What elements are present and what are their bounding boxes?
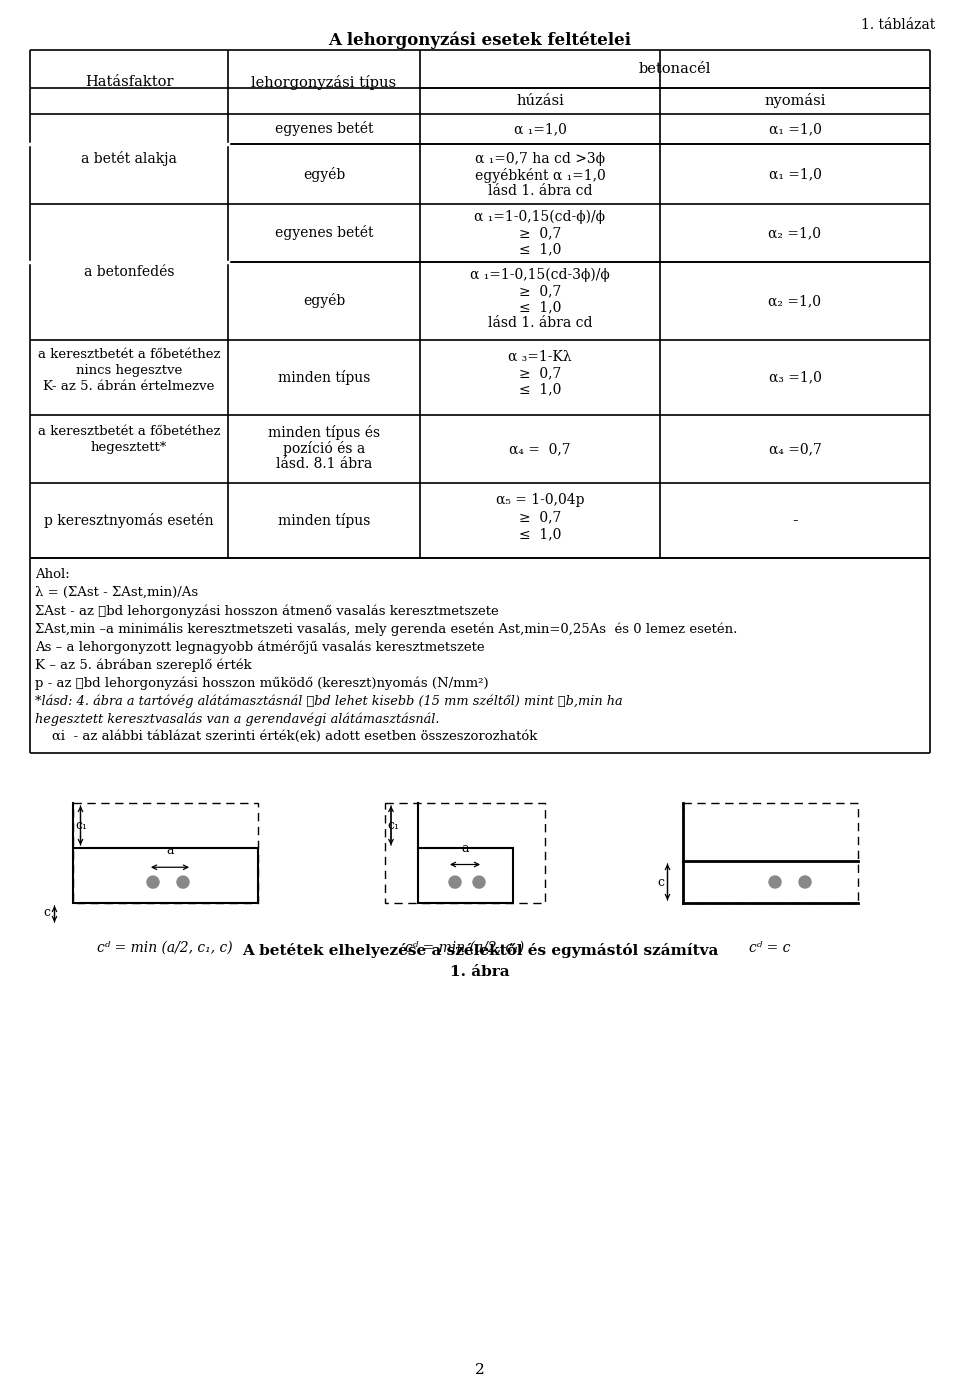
Text: lehorgonyzási típus: lehorgonyzási típus [252,74,396,89]
Text: A betétek elhelyezése a szélektől és egymástól számítva: A betétek elhelyezése a szélektől és egy… [242,944,718,958]
Text: hegesztett*: hegesztett* [91,441,167,454]
Text: Ahol:: Ahol: [35,568,70,581]
Text: c₁: c₁ [387,819,399,832]
Text: a: a [461,842,468,854]
Text: 1. ábra: 1. ábra [450,965,510,979]
Text: ≥  0,7: ≥ 0,7 [518,226,562,240]
Text: ≤  1,0: ≤ 1,0 [518,383,562,396]
Bar [73,803,257,903]
Text: 1. táblázat: 1. táblázat [861,18,935,32]
Text: minden típus: minden típus [277,370,371,385]
Text: α ₁=1-0,15(cd-3ϕ)/ϕ: α ₁=1-0,15(cd-3ϕ)/ϕ [470,268,610,282]
Text: λ = (ΣAst - ΣAst,min)/As: λ = (ΣAst - ΣAst,min)/As [35,586,198,599]
Text: betonacél: betonacél [638,61,711,75]
Bar [683,803,857,903]
Text: ≤  1,0: ≤ 1,0 [518,528,562,542]
Text: α ₁=1-0,15(cd-ϕ)/ϕ: α ₁=1-0,15(cd-ϕ)/ϕ [474,209,606,225]
Text: c₁: c₁ [76,819,87,832]
Text: ≥  0,7: ≥ 0,7 [518,510,562,524]
Text: *lásd: 4. ábra a tartóvég alátámasztásnál ℓbd lehet kisebb (15 mm széltől) mint : *lásd: 4. ábra a tartóvég alátámasztásná… [35,694,623,708]
Text: -: - [792,512,798,529]
Text: lásd 1. ábra cd: lásd 1. ábra cd [488,315,592,329]
Text: a betét alakja: a betét alakja [81,152,177,166]
Text: lásd 1. ábra cd: lásd 1. ábra cd [488,184,592,198]
Text: cᵈ = min (a/2, c₁, c): cᵈ = min (a/2, c₁, c) [97,941,233,955]
Text: α₃ =1,0: α₃ =1,0 [769,370,822,384]
Text: egyébként α ₁=1,0: egyébként α ₁=1,0 [474,168,606,183]
Text: ≥  0,7: ≥ 0,7 [518,283,562,297]
Bar [73,847,257,903]
Text: α₄ =  0,7: α₄ = 0,7 [509,443,571,456]
Text: αi  - az alábbi táblázat szerinti érték(ek) adott esetben összeszorozhatók: αi - az alábbi táblázat szerinti érték(e… [35,730,538,743]
Text: nincs hegesztve: nincs hegesztve [76,364,182,377]
Text: a: a [166,845,174,857]
Text: a keresztbetét a főbetéthez: a keresztbetét a főbetéthez [37,348,220,362]
Text: α₁ =1,0: α₁ =1,0 [769,121,822,135]
Text: hegesztett keresztvasalás van a gerendavégi alátámasztásnál.: hegesztett keresztvasalás van a gerendav… [35,712,440,726]
Text: α ₃=1-Kλ: α ₃=1-Kλ [508,350,572,364]
Text: α ₁=0,7 ha cd >3ϕ: α ₁=0,7 ha cd >3ϕ [475,152,605,166]
Text: ≤  1,0: ≤ 1,0 [518,300,562,314]
Circle shape [769,877,781,888]
Text: c: c [658,875,664,888]
Text: ≥  0,7: ≥ 0,7 [518,366,562,380]
Text: α ₁=1,0: α ₁=1,0 [514,121,566,135]
Text: egyenes betét: egyenes betét [275,121,373,137]
Text: α₂ =1,0: α₂ =1,0 [769,226,822,240]
Text: As – a lehorgonyzott legnagyobb átmérőjű vasalás keresztmetszete: As – a lehorgonyzott legnagyobb átmérőjű… [35,639,485,653]
Bar [418,847,513,903]
Text: p keresztnyomás esetén: p keresztnyomás esetén [44,512,214,528]
Text: ΣAst - az ℓbd lehorgonyzási hosszon átmenő vasalás keresztmetszete: ΣAst - az ℓbd lehorgonyzási hosszon átme… [35,604,499,617]
Text: p - az ℓbd lehorgonyzási hosszon működő (kereszt)nyomás (N/mm²): p - az ℓbd lehorgonyzási hosszon működő … [35,676,489,690]
Text: minden típus: minden típus [277,512,371,528]
Text: K – az 5. ábrában szereplő érték: K – az 5. ábrában szereplő érték [35,658,252,671]
Text: K- az 5. ábrán értelmezve: K- az 5. ábrán értelmezve [43,380,215,394]
Text: ΣAst,min –a minimális keresztmetszeti vasalás, mely gerenda esetén Ast,min=0,25A: ΣAst,min –a minimális keresztmetszeti va… [35,623,737,635]
Text: a keresztbetét a főbetéthez: a keresztbetét a főbetéthez [37,424,220,438]
Text: ≤  1,0: ≤ 1,0 [518,242,562,255]
Text: α₄ =0,7: α₄ =0,7 [769,443,822,456]
Text: a betonfedés: a betonfedés [84,265,175,279]
Circle shape [449,877,461,888]
Text: Hatásfaktor: Hatásfaktor [84,75,173,89]
Text: lásd. 8.1 ábra: lásd. 8.1 ábra [276,456,372,470]
Text: minden típus és: minden típus és [268,424,380,440]
Text: egyéb: egyéb [302,293,346,309]
Bar [385,803,545,903]
Text: pozíció és a: pozíció és a [283,441,365,456]
Text: A lehorgonyzási esetek feltételei: A lehorgonyzási esetek feltételei [328,31,632,49]
Text: α₁ =1,0: α₁ =1,0 [769,168,822,181]
Text: egyenes betét: egyenes betét [275,226,373,240]
Circle shape [473,877,485,888]
Text: 2: 2 [475,1362,485,1376]
Text: α₅ = 1-0,04p: α₅ = 1-0,04p [495,493,585,507]
Text: α₂ =1,0: α₂ =1,0 [769,295,822,309]
Circle shape [147,877,159,888]
Circle shape [177,877,189,888]
Text: cᵈ = c: cᵈ = c [750,941,791,955]
Text: cᵈ = min (a/2, c₁): cᵈ = min (a/2, c₁) [405,941,524,955]
Text: húzási: húzási [516,94,564,107]
Text: egyéb: egyéb [302,166,346,181]
Text: nyomási: nyomási [764,94,826,109]
Text: c: c [43,906,51,920]
Circle shape [799,877,811,888]
